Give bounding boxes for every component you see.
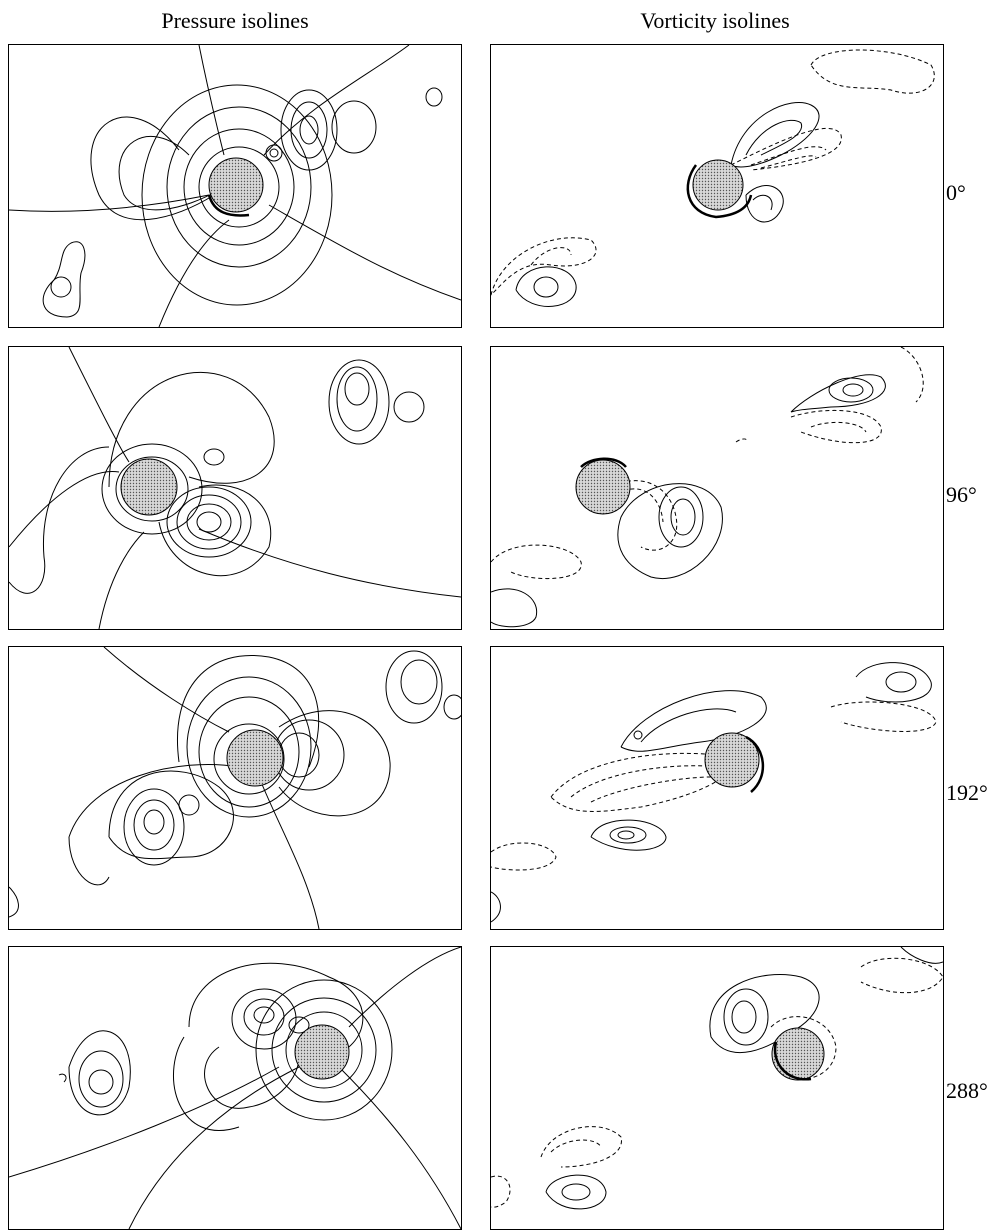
vorticity-panel-96deg	[490, 346, 944, 630]
pressure-panel-96deg	[8, 346, 462, 630]
angle-label-0: 0°	[946, 180, 966, 205]
vorticity-isolines-plot	[491, 347, 924, 628]
vorticity-panel-0deg	[490, 44, 944, 328]
vorticity-panel-288deg	[490, 946, 944, 1230]
cylinder	[208, 157, 264, 213]
cylinder	[226, 729, 284, 787]
pressure-column-title: Pressure isolines	[161, 8, 309, 33]
vorticity-contours	[491, 49, 935, 307]
pressure-contours	[9, 347, 461, 629]
angle-label-96: 96°	[946, 482, 977, 507]
vorticity-panel-192deg	[490, 646, 944, 930]
vorticity-contours	[491, 662, 937, 923]
pressure-panel-192deg	[8, 646, 462, 930]
vorticity-isolines-plot	[491, 662, 937, 923]
pressure-isolines-plot	[9, 45, 461, 327]
vorticity-contours	[491, 347, 924, 628]
angle-label-288: 288°	[946, 1078, 988, 1103]
cylinder	[704, 732, 760, 788]
vorticity-isolines-plot	[491, 49, 935, 307]
pressure-panel-0deg	[8, 44, 462, 328]
pressure-isolines-plot	[9, 347, 461, 629]
vorticity-column-title: Vorticity isolines	[640, 8, 790, 33]
cylinder	[120, 458, 178, 516]
cylinder	[294, 1024, 350, 1080]
pressure-panel-288deg	[8, 946, 462, 1230]
pressure-contours	[9, 947, 461, 1229]
angle-label-192: 192°	[946, 780, 988, 805]
cylinder	[575, 459, 631, 515]
pressure-isolines-plot	[9, 947, 461, 1229]
cylinder	[771, 1027, 825, 1081]
vorticity-contours	[491, 947, 943, 1210]
cylinder	[692, 159, 744, 211]
pressure-contours	[9, 647, 461, 929]
vorticity-isolines-plot	[491, 947, 943, 1210]
pressure-isolines-plot	[9, 647, 461, 929]
pressure-contours	[9, 45, 461, 327]
